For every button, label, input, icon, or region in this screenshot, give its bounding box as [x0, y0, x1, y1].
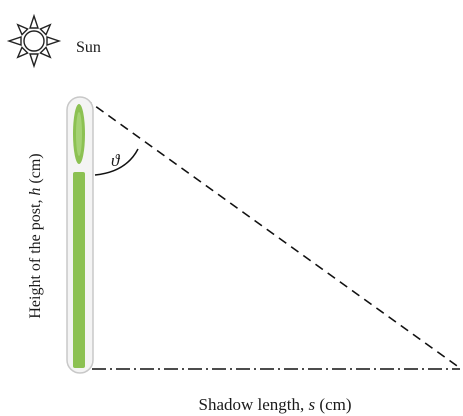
sun-ray-line: [83, 97, 461, 369]
angle-label: ϑ: [111, 151, 121, 170]
y-axis-label: Height of the post, h (cm): [27, 153, 44, 318]
sun-label: Sun: [76, 39, 101, 56]
angle-arc: [94, 148, 139, 176]
post-icon: [66, 96, 94, 374]
sun-icon: [6, 13, 62, 69]
x-axis-label: Shadow length, s (cm): [199, 395, 352, 414]
